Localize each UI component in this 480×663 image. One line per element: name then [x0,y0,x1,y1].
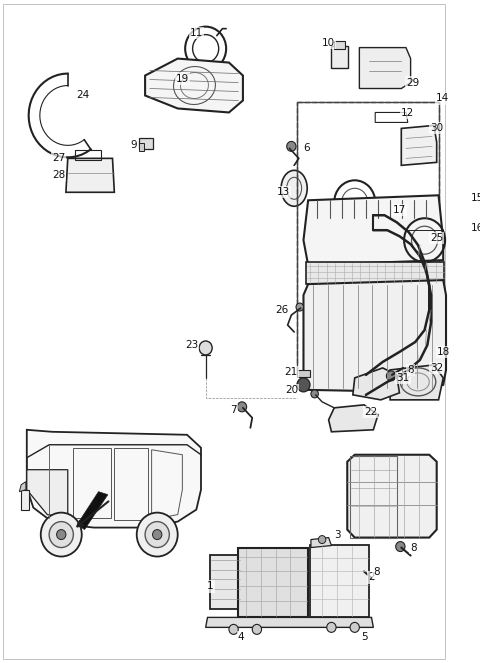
Polygon shape [77,492,108,530]
Circle shape [287,141,296,151]
Text: 30: 30 [430,123,443,133]
Text: 28: 28 [52,170,65,180]
Circle shape [327,623,336,633]
Bar [139,139,153,149]
Circle shape [252,625,262,634]
Text: 22: 22 [364,407,377,417]
Circle shape [350,623,360,633]
Bar [297,103,439,374]
Text: 13: 13 [276,187,289,198]
Bar [75,151,101,160]
Text: 17: 17 [393,206,406,215]
Polygon shape [66,158,114,192]
Polygon shape [27,469,68,518]
Text: 18: 18 [437,347,450,357]
Text: 26: 26 [276,305,288,315]
Polygon shape [347,455,437,538]
Text: 1: 1 [207,581,214,591]
Circle shape [396,542,405,552]
Circle shape [297,378,310,392]
Circle shape [359,566,368,575]
Bar [297,370,310,377]
Text: 16: 16 [471,223,480,233]
Text: 3: 3 [335,530,341,540]
Text: 21: 21 [285,367,298,377]
Text: 12: 12 [401,109,414,119]
Polygon shape [375,113,408,123]
Polygon shape [303,280,446,392]
Text: 6: 6 [303,143,310,153]
Circle shape [199,341,212,355]
Circle shape [237,402,247,412]
Polygon shape [390,365,443,400]
Text: 2: 2 [368,572,375,583]
Circle shape [318,536,326,544]
Bar [331,46,348,68]
Bar [306,262,444,284]
Polygon shape [205,617,373,627]
Circle shape [49,522,73,548]
Circle shape [153,530,162,540]
Text: 4: 4 [238,633,244,642]
Polygon shape [238,548,308,617]
Circle shape [137,512,178,556]
Circle shape [386,371,396,381]
Text: 25: 25 [430,233,444,243]
Circle shape [145,522,169,548]
Bar [334,40,346,48]
Polygon shape [210,554,241,609]
Polygon shape [311,538,331,548]
Text: 7: 7 [230,405,237,415]
Bar [21,490,29,510]
Polygon shape [353,368,399,400]
Polygon shape [19,482,26,492]
Text: 11: 11 [190,28,203,38]
Circle shape [41,512,82,556]
Text: 31: 31 [396,373,410,383]
Text: 14: 14 [436,93,449,103]
Polygon shape [27,430,201,528]
Circle shape [296,303,303,311]
Text: 20: 20 [285,385,298,395]
Text: 9: 9 [131,141,137,151]
Polygon shape [303,196,443,265]
Text: 10: 10 [322,38,335,48]
Text: 23: 23 [185,340,198,350]
Text: 19: 19 [176,74,189,84]
Text: 27: 27 [52,153,65,163]
Polygon shape [329,405,378,432]
Polygon shape [401,125,437,165]
Text: 8: 8 [410,542,417,552]
Text: 29: 29 [406,78,419,88]
Circle shape [311,390,318,398]
Text: 8: 8 [408,365,414,375]
Polygon shape [360,48,410,88]
Bar [297,103,439,374]
Text: 24: 24 [76,90,89,101]
Circle shape [229,625,238,634]
Bar [139,143,144,151]
Polygon shape [310,544,369,617]
Bar [350,455,396,538]
Circle shape [57,530,66,540]
Text: 5: 5 [361,633,367,642]
Text: 32: 32 [430,363,444,373]
Text: 8: 8 [373,568,380,577]
Ellipse shape [281,170,307,206]
Text: 15: 15 [471,194,480,204]
Polygon shape [145,58,243,113]
